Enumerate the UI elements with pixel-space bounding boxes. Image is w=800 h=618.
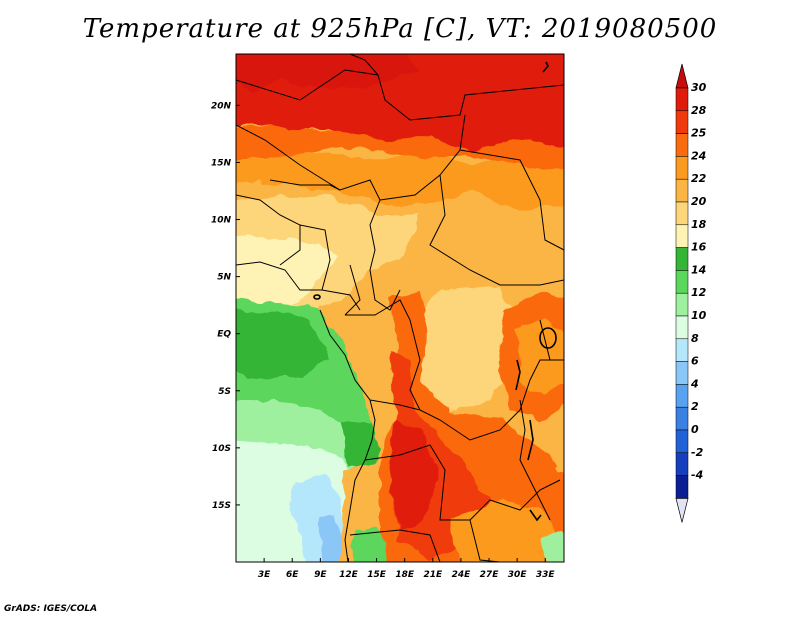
lon-tick-label: 18E <box>395 570 415 580</box>
colorbar-label: 22 <box>691 172 707 185</box>
colorbar-label: 0 <box>691 423 699 436</box>
colorbar-label: -4 <box>691 469 703 482</box>
temperature-field <box>236 54 564 562</box>
lat-tick-label: 10S <box>212 444 231 454</box>
colorbar-swatch <box>675 201 689 226</box>
colorbar-label: 14 <box>691 263 706 276</box>
colorbar-label: 18 <box>691 218 707 231</box>
colorbar-label: 28 <box>691 104 707 117</box>
lon-tick-label: 3E <box>258 570 271 580</box>
colorbar-swatch <box>675 156 689 180</box>
lon-tick-label: 27E <box>480 570 500 580</box>
lon-tick-label: 9E <box>314 570 327 580</box>
chart-title: Temperature at 925hPa [C], VT: 201908050… <box>82 14 718 44</box>
country-borders <box>236 54 564 562</box>
colorbar-swatch <box>675 452 689 476</box>
colorbar-label: 6 <box>691 355 699 368</box>
lon-tick-label: 24E <box>452 570 472 580</box>
lon-tick-label: 30E <box>508 570 528 580</box>
colorbar-label: 30 <box>691 81 707 94</box>
colorbar-label: 4 <box>690 377 699 390</box>
colorbar-label: 10 <box>691 309 707 322</box>
colorbar-top-arrow <box>675 63 689 89</box>
lat-tick-label: 5N <box>217 273 231 283</box>
lon-tick-label: 15E <box>367 570 387 580</box>
colorbar-label: 16 <box>691 241 707 254</box>
map-frame <box>235 53 565 563</box>
colorbar-swatch <box>675 315 689 340</box>
lon-tick-label: 33E <box>536 570 556 580</box>
axis-ticks: 3E 6E 9E 12E 15E 18E 21E 24E 27E 30E 33E 20N 15N 10N 5… <box>211 101 556 580</box>
colorbar-label: 12 <box>691 286 707 299</box>
colorbar-label: -2 <box>691 446 704 459</box>
colorbar-swatch <box>675 292 689 317</box>
lat-tick-label: EQ <box>217 330 231 340</box>
colorbar-swatch <box>675 475 689 499</box>
colorbar-label: 25 <box>691 127 707 140</box>
colorbar-swatch <box>675 247 689 271</box>
colorbar-bottom-arrow <box>675 498 689 523</box>
colorbar-swatch <box>675 87 689 112</box>
lon-tick-label: 6E <box>286 570 299 580</box>
lon-tick-label: 12E <box>339 570 359 580</box>
colorbar-swatch <box>675 110 689 134</box>
lat-tick-label: 15N <box>211 158 232 168</box>
colorbar-swatch <box>675 384 689 408</box>
colorbar-swatch <box>675 178 689 203</box>
lat-tick-label: 10N <box>211 216 232 226</box>
colorbar-label: 24 <box>691 149 706 162</box>
colorbar-label: 8 <box>691 332 699 345</box>
colorbar-swatch <box>675 224 689 248</box>
colorbar-label: 20 <box>691 195 707 208</box>
colorbar-swatch <box>675 338 689 362</box>
grads-credit: GrADS: IGES/COLA <box>4 604 98 614</box>
colorbar-label: 2 <box>691 400 699 413</box>
lat-tick-label: 15S <box>212 501 231 511</box>
colorbar-swatch <box>675 406 689 431</box>
lakes <box>313 61 557 522</box>
colorbar-swatch <box>675 133 689 157</box>
colorbar-swatch <box>675 270 689 294</box>
colorbar-swatch <box>675 361 689 385</box>
lon-tick-label: 21E <box>423 570 443 580</box>
lat-tick-label: 5S <box>218 387 231 397</box>
colorbar-swatch <box>675 429 689 454</box>
lat-tick-label: 20N <box>211 101 232 111</box>
